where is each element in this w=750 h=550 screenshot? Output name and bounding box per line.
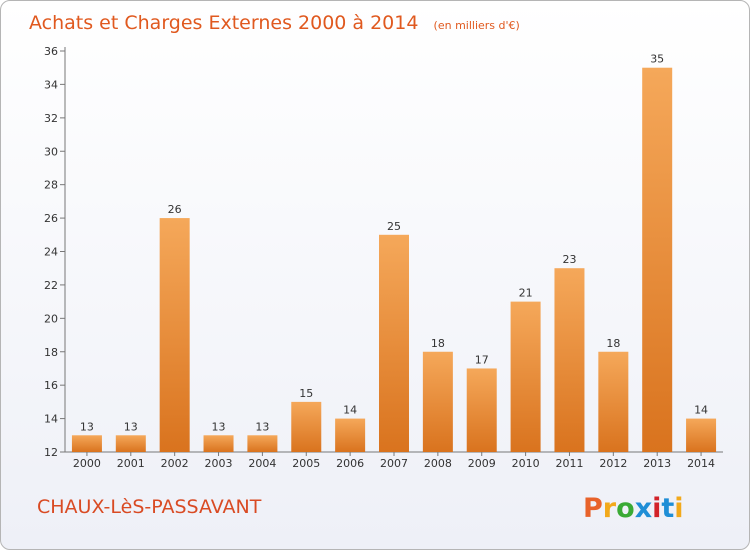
bar (686, 418, 717, 452)
x-tick-label: 2006 (336, 457, 364, 470)
bar (598, 351, 629, 452)
bar-value-label: 17 (475, 353, 489, 366)
bar (203, 435, 234, 452)
bar-value-label: 25 (387, 220, 401, 233)
y-tick-label: 30 (44, 145, 58, 158)
bar-value-label: 21 (519, 287, 533, 300)
logo-letter: x (635, 493, 652, 524)
y-tick-label: 16 (44, 379, 58, 392)
bar (71, 435, 102, 452)
y-tick-label: 18 (44, 346, 58, 359)
bar (642, 67, 673, 452)
x-tick-label: 2011 (555, 457, 583, 470)
x-tick-label: 2007 (380, 457, 408, 470)
bar-value-label: 14 (343, 404, 357, 417)
axes: 12 14 16 18 20 22 24 26 28 30 32 34 36 2000 2001 2002 20… (44, 45, 723, 470)
x-tick-label: 2005 (292, 457, 320, 470)
y-tick-label: 14 (44, 413, 58, 426)
y-tick-label: 20 (44, 312, 58, 325)
bar (379, 234, 409, 452)
bar (335, 418, 366, 452)
y-tick-label: 24 (44, 246, 58, 259)
y-tick-label: 12 (44, 446, 58, 459)
bar-value-label: 13 (212, 420, 226, 433)
bar (247, 435, 278, 452)
y-tick-label: 36 (44, 45, 58, 58)
x-tick-label: 2014 (687, 457, 715, 470)
x-tick-label: 2009 (468, 457, 496, 470)
x-tick-label: 2003 (205, 457, 233, 470)
proxiti-logo: Proxiti (583, 493, 684, 524)
logo-letter: i (674, 493, 683, 524)
y-tick-label: 32 (44, 112, 58, 125)
logo-letter: t (661, 493, 674, 524)
y-tick-label: 28 (44, 179, 58, 192)
chart-title: Achats et Charges Externes 2000 à 2014 (… (29, 12, 520, 34)
bar-value-label: 23 (562, 253, 576, 266)
bar-value-label: 13 (80, 420, 94, 433)
bar (554, 268, 585, 452)
bar (422, 351, 453, 452)
x-tick-label: 2010 (512, 457, 540, 470)
logo-letter: P (583, 493, 603, 524)
bar (466, 368, 497, 452)
x-tick-label: 2004 (248, 457, 276, 470)
bar-value-label: 15 (299, 387, 313, 400)
x-tick-label: 2013 (643, 457, 671, 470)
bar-value-label: 14 (694, 404, 708, 417)
y-tick-label: 26 (44, 212, 58, 225)
x-tick-label: 2002 (161, 457, 189, 470)
x-tick-label: 2012 (599, 457, 627, 470)
logo-letter: i (652, 493, 661, 524)
x-tick-label: 2000 (73, 457, 101, 470)
logo-letter: r (603, 493, 617, 524)
bar (115, 435, 146, 452)
bar-value-label: 13 (255, 420, 269, 433)
y-tick-label: 34 (44, 78, 58, 91)
bar (159, 218, 190, 452)
bars: 13 13 26 13 13 15 14 25 18 17 21 23 18 35 14 (71, 53, 717, 452)
bar-value-label: 26 (168, 203, 182, 216)
y-tick-label: 22 (44, 279, 58, 292)
bar-value-label: 18 (431, 337, 445, 350)
bar-value-label: 13 (124, 420, 138, 433)
logo-letter: o (616, 493, 635, 524)
bar (510, 301, 541, 452)
bar (291, 401, 322, 452)
x-tick-label: 2001 (117, 457, 145, 470)
commune-name: CHAUX-LèS-PASSAVANT (37, 496, 262, 518)
x-tick-label: 2008 (424, 457, 452, 470)
bar-value-label: 18 (606, 337, 620, 350)
bar-value-label: 35 (650, 53, 664, 66)
